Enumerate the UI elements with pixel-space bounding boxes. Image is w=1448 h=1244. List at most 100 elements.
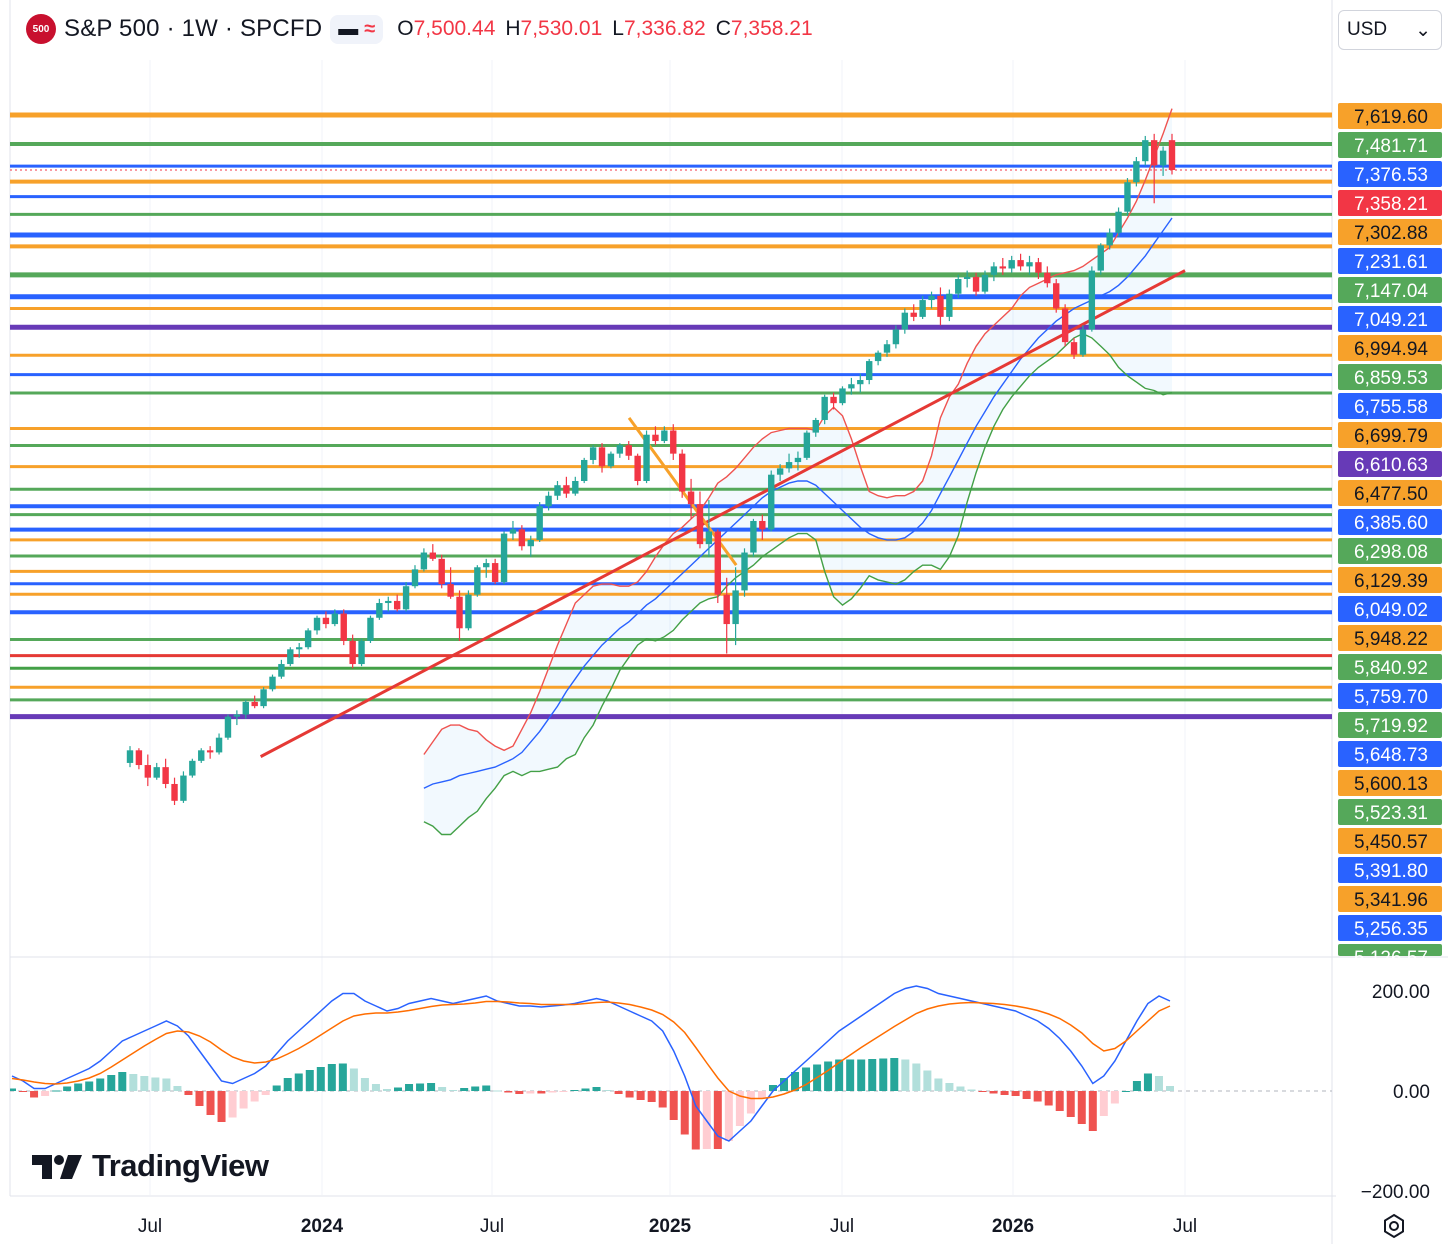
macd-histogram-bar bbox=[140, 1076, 149, 1091]
macd-histogram-bar bbox=[261, 1091, 270, 1095]
candle-body bbox=[589, 447, 597, 460]
price-label: 5,719.92 bbox=[1338, 712, 1442, 738]
macd-histogram-bar bbox=[471, 1086, 480, 1091]
candle-body bbox=[563, 485, 570, 494]
macd-histogram-bar bbox=[802, 1067, 811, 1091]
price-label-bg bbox=[1338, 654, 1442, 680]
candle bbox=[1115, 207, 1122, 237]
price-label-bg bbox=[1338, 103, 1442, 129]
macd-histogram-bar bbox=[636, 1091, 645, 1100]
candle-body bbox=[313, 617, 321, 631]
candle bbox=[1159, 146, 1167, 176]
candle-body bbox=[554, 485, 561, 496]
candle-body bbox=[304, 630, 312, 648]
candle-body bbox=[785, 462, 793, 469]
candle bbox=[857, 373, 864, 393]
macd-histogram-bar bbox=[945, 1083, 954, 1091]
macd-histogram-bar bbox=[537, 1091, 546, 1094]
candle-body bbox=[963, 276, 971, 280]
time-axis-label: Jul bbox=[480, 1216, 504, 1237]
candle-body bbox=[1070, 342, 1078, 355]
candle bbox=[429, 544, 437, 561]
candle bbox=[928, 291, 935, 309]
candle bbox=[474, 565, 481, 597]
price-label-bg bbox=[1338, 509, 1442, 535]
candle bbox=[198, 748, 205, 763]
price-label-text: 6,298.08 bbox=[1354, 542, 1428, 563]
candle bbox=[812, 417, 819, 437]
tradingview-logo: TradingView bbox=[32, 1148, 269, 1184]
price-label-text: 5,126.57 bbox=[1354, 948, 1428, 969]
candle bbox=[1008, 255, 1015, 273]
macd-histogram-bar bbox=[868, 1059, 877, 1091]
candle-body bbox=[224, 716, 232, 738]
candle-body bbox=[1142, 140, 1149, 162]
price-label: 7,049.21 bbox=[1338, 306, 1442, 332]
candle-body bbox=[1106, 232, 1113, 246]
candle bbox=[723, 577, 730, 654]
axes: Jul 2024 Jul 2025 Jul 2026 Jul 200.00 0.00 −200.0… bbox=[138, 982, 1430, 1237]
candle bbox=[180, 771, 187, 803]
candle bbox=[830, 392, 837, 410]
tradingview-mark-icon bbox=[32, 1155, 82, 1179]
price-label: 7,481.71 bbox=[1338, 132, 1442, 158]
price-label: 6,129.39 bbox=[1338, 567, 1442, 593]
settings-icon[interactable] bbox=[1380, 1212, 1408, 1240]
candle bbox=[955, 274, 962, 298]
symbol-logo[interactable]: 500 bbox=[26, 14, 56, 44]
candle-body bbox=[429, 552, 437, 559]
candle-body bbox=[1097, 245, 1104, 271]
candle-body bbox=[287, 649, 294, 665]
macd-histogram-bar bbox=[548, 1091, 557, 1093]
candle bbox=[420, 548, 428, 572]
price-label-bg bbox=[1338, 190, 1442, 216]
candle-body bbox=[171, 783, 178, 801]
macd-axis-label: 200.00 bbox=[1372, 982, 1430, 1003]
macd-histogram-bar bbox=[162, 1078, 171, 1091]
price-label-bg bbox=[1338, 770, 1442, 796]
candle bbox=[1017, 253, 1024, 271]
candle bbox=[1133, 156, 1140, 187]
candle bbox=[687, 478, 695, 519]
macd-histogram-bar bbox=[1099, 1091, 1108, 1116]
candle bbox=[785, 453, 793, 473]
price-scale-labels: 7,619.60 7,481.71 7,376.53 7,358.21 7,302.88… bbox=[1338, 103, 1442, 969]
horizontal-levels[interactable] bbox=[10, 112, 1332, 720]
currency-select[interactable]: USD ⌄ bbox=[1338, 10, 1442, 50]
macd-histogram-bar bbox=[239, 1091, 248, 1109]
candle bbox=[581, 457, 588, 484]
candle bbox=[447, 567, 454, 599]
candles bbox=[126, 133, 1176, 806]
candle-body bbox=[1124, 182, 1131, 212]
macd-histogram-bar bbox=[228, 1091, 237, 1118]
macd-histogram-bar bbox=[151, 1077, 160, 1091]
candle bbox=[322, 611, 330, 629]
candle bbox=[162, 758, 169, 789]
candle-body bbox=[999, 266, 1006, 269]
price-label: 5,840.92 bbox=[1338, 654, 1442, 680]
price-label-text: 7,302.88 bbox=[1354, 223, 1428, 244]
price-label-text: 5,840.92 bbox=[1354, 658, 1428, 679]
macd-histogram-bar bbox=[327, 1064, 336, 1091]
indicator-toggle[interactable]: ▬ ≈ bbox=[330, 14, 384, 44]
price-label: 7,302.88 bbox=[1338, 219, 1442, 245]
price-label: 6,298.08 bbox=[1338, 538, 1442, 564]
price-label: 5,523.31 bbox=[1338, 799, 1442, 825]
candle-body bbox=[643, 434, 650, 481]
macd-histogram-bar bbox=[52, 1090, 61, 1092]
time-axis-label: Jul bbox=[830, 1216, 854, 1237]
symbol-title[interactable]: S&P 500 · 1W · SPCFD bbox=[64, 15, 323, 42]
price-label-bg bbox=[1338, 857, 1442, 883]
candle bbox=[126, 746, 134, 768]
candle bbox=[224, 714, 232, 740]
candle bbox=[981, 270, 989, 294]
price-label-bg bbox=[1338, 596, 1442, 622]
price-label-text: 6,859.53 bbox=[1354, 368, 1428, 389]
candle bbox=[1026, 255, 1033, 275]
macd-histogram-bar bbox=[19, 1091, 28, 1092]
macd-histogram-bar bbox=[956, 1086, 965, 1091]
price-label-text: 7,481.71 bbox=[1354, 136, 1428, 157]
candle-body bbox=[981, 274, 989, 292]
brand-name: TradingView bbox=[92, 1148, 269, 1183]
